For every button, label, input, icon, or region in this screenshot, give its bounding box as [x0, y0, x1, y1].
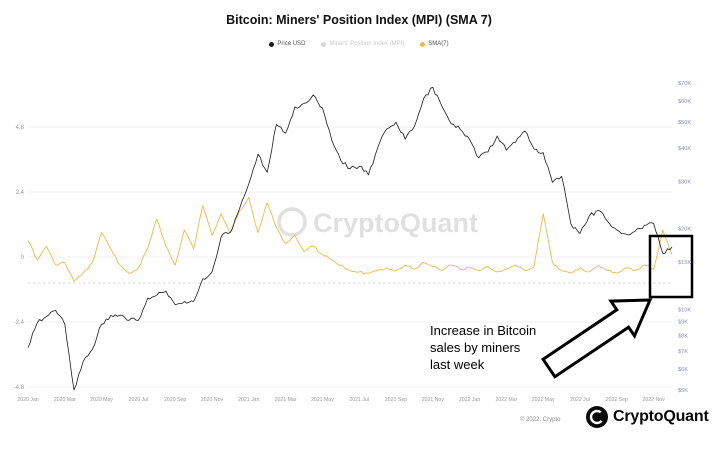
x-axis-label: 2020 Nov: [201, 397, 224, 403]
y-axis-left-label: 2.4: [16, 190, 25, 196]
x-axis-label: 2022 May: [532, 397, 555, 403]
y-axis-right-label: $7K: [678, 349, 688, 355]
sma7-line: [27, 196, 673, 282]
brand-name: CryptoQuant: [613, 408, 709, 425]
x-axis-label: 2022 Jul: [570, 397, 590, 403]
x-axis-label: 2021 Mar: [275, 397, 297, 403]
x-axis-label: 2022 Nov: [642, 397, 665, 403]
y-axis-left-label: -2.4: [14, 320, 25, 326]
legend-label-mpi: Miners' Position Index (MPI): [329, 41, 405, 47]
legend-item-mpi[interactable]: Miners' Position Index (MPI): [321, 41, 404, 47]
x-axis-label: 2021 Sep: [385, 397, 407, 403]
y-axis-right-label: $30K: [678, 180, 691, 186]
cryptoquant-brand: CryptoQuant: [585, 405, 709, 429]
y-axis-right-label: $10K: [678, 307, 691, 313]
x-axis-label: 2022 Sep: [606, 397, 628, 403]
y-axis-right-label: $70K: [678, 81, 691, 87]
y-axis-right-label: $40K: [678, 146, 691, 152]
watermark-text: CryptoQuant: [313, 208, 478, 238]
legend-dot-price: [269, 41, 275, 47]
legend-item-price-usd[interactable]: Price USD: [269, 41, 305, 47]
x-axis-label: 2020 Sep: [164, 397, 186, 403]
legend-item-sma7[interactable]: SMA(7): [420, 41, 449, 47]
y-axis-right-label: $5K: [678, 388, 688, 394]
copyright-text: © 2022. Crypto: [520, 417, 561, 423]
y-axis-right-label: $6K: [678, 367, 688, 373]
y-axis-right-label: $60K: [678, 99, 691, 105]
legend-dot-sma7: [420, 41, 426, 47]
watermark-logo-icon: [277, 207, 307, 237]
arrow-annotation-icon: [541, 298, 653, 379]
legend-label-price: Price USD: [277, 41, 306, 47]
x-axis-label: 2022 Mar: [495, 397, 517, 403]
y-axis-right-label: $8K: [678, 333, 688, 339]
highlight-box: [648, 234, 694, 299]
y-axis-left-label: 0: [21, 255, 25, 261]
legend-dot-mpi: [321, 41, 327, 47]
y-axis-left-label: 4.8: [16, 125, 25, 131]
y-axis-right-label: $50K: [678, 120, 691, 126]
x-axis-label: 2020 Mar: [54, 397, 76, 403]
x-axis-label: 2021 May: [311, 397, 334, 403]
y-axis-right-label: $9K: [678, 320, 688, 326]
chart-title: Bitcoin: Miners' Position Index (MPI) (S…: [226, 13, 492, 27]
y-axis-right-label: $20K: [678, 227, 691, 233]
chart-legend: Price USD Miners' Position Index (MPI) S…: [0, 41, 718, 47]
x-axis-label: 2021 Jul: [349, 397, 369, 403]
x-axis-label: 2020 Jul: [129, 397, 149, 403]
x-axis-label: 2021 Nov: [422, 397, 445, 403]
x-axis-label: 2022 Jan: [459, 397, 480, 403]
y-axis-left-label: -4.8: [14, 385, 25, 391]
x-axis-label: 2021 Jan: [238, 397, 259, 403]
x-axis-label: 2020 May: [90, 397, 113, 403]
cryptoquant-logo-icon: [586, 406, 608, 428]
price-line: [27, 86, 673, 391]
y-axis-right-label: $15K: [678, 260, 691, 266]
annotation-text: Increase in Bitcoin sales by miners last…: [430, 323, 537, 373]
x-axis-label: 2020 Jan: [17, 397, 38, 403]
legend-label-sma7: SMA(7): [428, 41, 449, 47]
